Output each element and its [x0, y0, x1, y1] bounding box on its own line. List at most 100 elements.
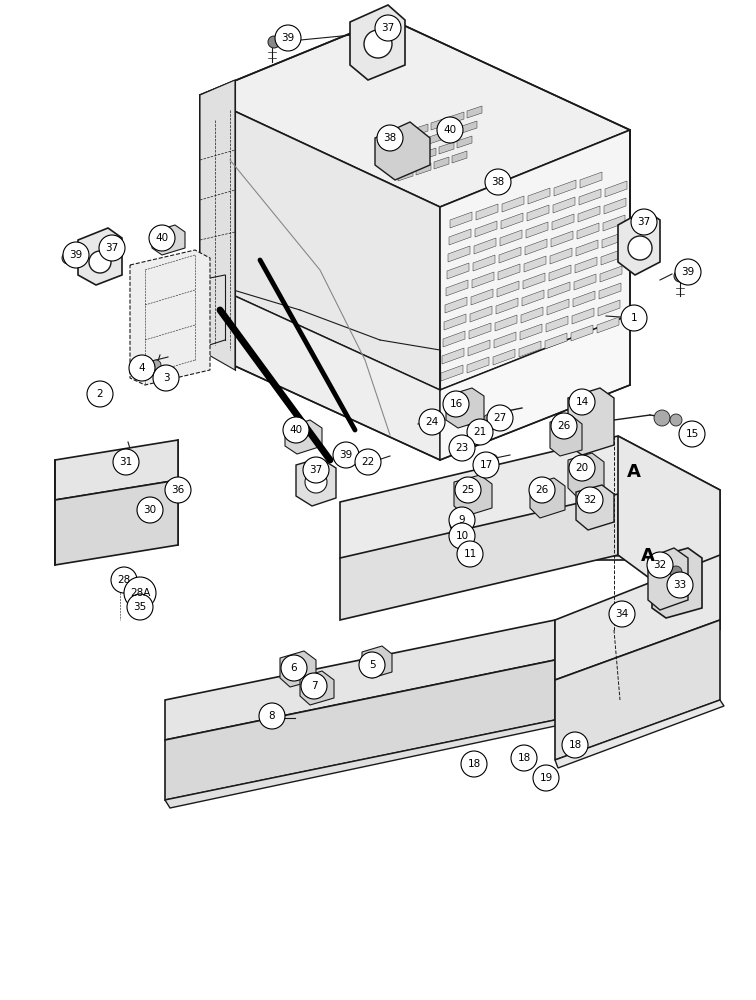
Polygon shape — [497, 281, 519, 297]
Polygon shape — [280, 651, 316, 687]
Polygon shape — [449, 112, 464, 124]
Circle shape — [125, 453, 135, 463]
Polygon shape — [499, 247, 521, 263]
Polygon shape — [426, 133, 441, 145]
Circle shape — [62, 252, 74, 264]
Circle shape — [111, 567, 137, 593]
Polygon shape — [575, 257, 597, 273]
Circle shape — [473, 452, 499, 478]
Circle shape — [115, 577, 125, 587]
Text: 14: 14 — [575, 397, 589, 407]
Polygon shape — [502, 196, 524, 212]
Polygon shape — [467, 106, 482, 118]
Circle shape — [265, 711, 279, 725]
Polygon shape — [579, 189, 601, 205]
Polygon shape — [601, 249, 623, 265]
Polygon shape — [520, 324, 542, 340]
Text: 18: 18 — [467, 759, 481, 769]
Text: 24: 24 — [426, 417, 438, 427]
Text: 18: 18 — [569, 740, 581, 750]
Text: 25: 25 — [461, 485, 475, 495]
Polygon shape — [462, 121, 477, 133]
Polygon shape — [519, 341, 541, 357]
Circle shape — [124, 577, 156, 609]
Polygon shape — [200, 280, 440, 460]
Polygon shape — [599, 283, 621, 299]
Text: 1: 1 — [631, 313, 637, 323]
Text: 30: 30 — [144, 505, 156, 515]
Polygon shape — [340, 436, 720, 558]
Polygon shape — [449, 229, 471, 245]
Circle shape — [305, 471, 327, 493]
Text: 37: 37 — [105, 243, 119, 253]
Circle shape — [172, 482, 184, 494]
Circle shape — [449, 523, 475, 549]
Polygon shape — [605, 181, 627, 197]
Circle shape — [449, 507, 475, 533]
Circle shape — [631, 209, 657, 235]
Circle shape — [485, 169, 511, 195]
Polygon shape — [476, 204, 498, 220]
Text: A: A — [627, 463, 641, 481]
Polygon shape — [444, 127, 459, 139]
Circle shape — [275, 25, 301, 51]
Circle shape — [551, 413, 577, 439]
Polygon shape — [618, 436, 720, 630]
Circle shape — [455, 477, 481, 503]
Circle shape — [334, 452, 346, 464]
Polygon shape — [165, 720, 560, 808]
Text: 22: 22 — [361, 457, 375, 467]
Circle shape — [364, 30, 392, 58]
Polygon shape — [576, 240, 598, 256]
Polygon shape — [597, 317, 619, 333]
Circle shape — [268, 36, 280, 48]
Text: 10: 10 — [455, 531, 469, 541]
Text: 39: 39 — [281, 33, 295, 43]
Circle shape — [569, 389, 595, 415]
Text: 36: 36 — [172, 485, 184, 495]
Text: 28A: 28A — [130, 588, 150, 598]
Circle shape — [654, 410, 670, 426]
Polygon shape — [580, 172, 602, 188]
Text: 40: 40 — [444, 125, 457, 135]
Polygon shape — [527, 205, 549, 221]
Circle shape — [377, 125, 403, 151]
Polygon shape — [444, 314, 466, 330]
Circle shape — [113, 449, 139, 475]
Polygon shape — [555, 555, 720, 680]
Polygon shape — [469, 323, 491, 339]
Circle shape — [670, 414, 682, 426]
Circle shape — [533, 765, 559, 791]
Text: 15: 15 — [686, 429, 699, 439]
Polygon shape — [130, 250, 210, 385]
Circle shape — [165, 477, 191, 503]
Text: 5: 5 — [369, 660, 375, 670]
Polygon shape — [524, 256, 546, 272]
Circle shape — [487, 405, 513, 431]
Polygon shape — [431, 118, 446, 130]
Polygon shape — [549, 265, 571, 281]
Polygon shape — [350, 5, 405, 80]
Polygon shape — [468, 340, 490, 356]
Text: 37: 37 — [309, 465, 323, 475]
Polygon shape — [165, 660, 555, 800]
Circle shape — [628, 236, 652, 260]
Circle shape — [259, 703, 285, 729]
Polygon shape — [448, 246, 470, 262]
Polygon shape — [576, 485, 614, 530]
Text: 38: 38 — [491, 177, 504, 187]
Text: 21: 21 — [473, 427, 487, 437]
Text: 18: 18 — [517, 753, 531, 763]
Polygon shape — [554, 180, 576, 196]
Circle shape — [609, 601, 635, 627]
Circle shape — [577, 487, 603, 513]
Polygon shape — [574, 274, 596, 290]
Circle shape — [647, 552, 673, 578]
Polygon shape — [474, 238, 496, 254]
Polygon shape — [618, 210, 660, 275]
Circle shape — [537, 773, 551, 787]
Polygon shape — [545, 333, 567, 349]
Text: 20: 20 — [575, 463, 589, 473]
Polygon shape — [548, 282, 570, 298]
Circle shape — [369, 654, 381, 666]
